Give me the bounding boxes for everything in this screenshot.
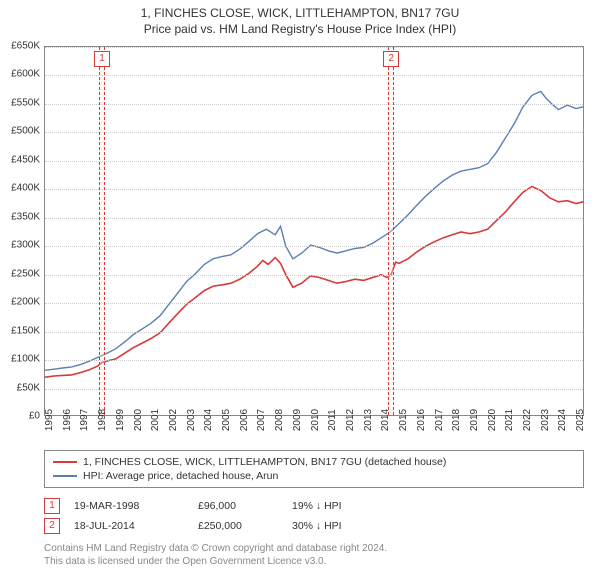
gridline xyxy=(45,75,583,76)
legend-and-footer: 1, FINCHES CLOSE, WICK, LITTLEHAMPTON, B… xyxy=(44,450,584,568)
x-tick-label: 2023 xyxy=(540,409,551,431)
x-tick-label: 2018 xyxy=(451,409,462,431)
y-tick-label: £250K xyxy=(11,268,40,279)
sale-marker-band xyxy=(388,47,394,415)
x-tick-label: 1995 xyxy=(44,409,55,431)
x-tick-label: 2015 xyxy=(398,409,409,431)
legend-label-property: 1, FINCHES CLOSE, WICK, LITTLEHAMPTON, B… xyxy=(83,456,446,468)
txn-pct: 19% ↓ HPI xyxy=(292,500,382,512)
title-block: 1, FINCHES CLOSE, WICK, LITTLEHAMPTON, B… xyxy=(0,0,600,36)
y-tick-label: £50K xyxy=(17,382,40,393)
x-tick-label: 2024 xyxy=(557,409,568,431)
gridline xyxy=(45,389,583,390)
x-tick-label: 2008 xyxy=(274,409,285,431)
x-tick-label: 2003 xyxy=(186,409,197,431)
footnote-line1: Contains HM Land Registry data © Crown c… xyxy=(44,542,584,555)
x-tick-label: 2011 xyxy=(327,409,338,431)
legend-row-property: 1, FINCHES CLOSE, WICK, LITTLEHAMPTON, B… xyxy=(53,455,575,469)
footnote: Contains HM Land Registry data © Crown c… xyxy=(44,542,584,568)
x-tick-label: 2010 xyxy=(310,409,321,431)
y-tick-label: £300K xyxy=(11,240,40,251)
y-tick-label: £150K xyxy=(11,325,40,336)
footnote-line2: This data is licensed under the Open Gov… xyxy=(44,555,584,568)
series-line-property xyxy=(45,187,583,378)
gridline xyxy=(45,332,583,333)
x-tick-label: 2001 xyxy=(150,409,161,431)
legend-box: 1, FINCHES CLOSE, WICK, LITTLEHAMPTON, B… xyxy=(44,450,584,488)
txn-date: 19-MAR-1998 xyxy=(74,500,184,512)
gridline xyxy=(45,360,583,361)
x-tick-label: 2016 xyxy=(416,409,427,431)
x-tick-label: 2002 xyxy=(168,409,179,431)
x-tick-label: 2019 xyxy=(469,409,480,431)
x-tick-label: 2014 xyxy=(380,409,391,431)
gridline xyxy=(45,161,583,162)
txn-marker-2: 2 xyxy=(44,518,60,534)
x-tick-label: 2022 xyxy=(522,409,533,431)
y-tick-label: £200K xyxy=(11,297,40,308)
sale-marker-label: 1 xyxy=(94,51,110,67)
txn-marker-1: 1 xyxy=(44,498,60,514)
x-tick-label: 2009 xyxy=(292,409,303,431)
gridline xyxy=(45,47,583,48)
x-tick-label: 2006 xyxy=(239,409,250,431)
x-tick-label: 1998 xyxy=(97,409,108,431)
table-row: 1 19-MAR-1998 £96,000 19% ↓ HPI xyxy=(44,496,584,516)
title-subtitle: Price paid vs. HM Land Registry's House … xyxy=(0,22,600,36)
legend-swatch-property xyxy=(53,461,77,463)
table-row: 2 18-JUL-2014 £250,000 30% ↓ HPI xyxy=(44,516,584,536)
chart-container: 1, FINCHES CLOSE, WICK, LITTLEHAMPTON, B… xyxy=(0,0,600,560)
plot-area: 12 xyxy=(44,46,584,416)
x-tick-label: 2025 xyxy=(575,409,586,431)
y-tick-label: £400K xyxy=(11,183,40,194)
gridline xyxy=(45,189,583,190)
gridline xyxy=(45,246,583,247)
x-tick-label: 2007 xyxy=(256,409,267,431)
txn-price: £250,000 xyxy=(198,520,278,532)
y-tick-label: £600K xyxy=(11,69,40,80)
gridline xyxy=(45,275,583,276)
x-tick-label: 2004 xyxy=(203,409,214,431)
gridline xyxy=(45,303,583,304)
legend-row-hpi: HPI: Average price, detached house, Arun xyxy=(53,469,575,483)
sale-marker-label: 2 xyxy=(383,51,399,67)
gridline xyxy=(45,132,583,133)
title-address: 1, FINCHES CLOSE, WICK, LITTLEHAMPTON, B… xyxy=(0,6,600,20)
y-tick-label: £450K xyxy=(11,154,40,165)
y-tick-label: £100K xyxy=(11,354,40,365)
sale-marker-band xyxy=(99,47,105,415)
txn-price: £96,000 xyxy=(198,500,278,512)
line-series-svg xyxy=(45,47,585,417)
y-tick-label: £550K xyxy=(11,97,40,108)
x-tick-label: 1996 xyxy=(62,409,73,431)
legend-label-hpi: HPI: Average price, detached house, Arun xyxy=(83,470,278,482)
x-tick-label: 1999 xyxy=(115,409,126,431)
x-tick-label: 2020 xyxy=(487,409,498,431)
x-tick-label: 1997 xyxy=(79,409,90,431)
x-tick-label: 2021 xyxy=(504,409,515,431)
legend-swatch-hpi xyxy=(53,475,77,477)
y-tick-label: £500K xyxy=(11,126,40,137)
y-tick-label: £650K xyxy=(11,41,40,52)
y-tick-label: £350K xyxy=(11,211,40,222)
gridline xyxy=(45,218,583,219)
transactions-table: 1 19-MAR-1998 £96,000 19% ↓ HPI 2 18-JUL… xyxy=(44,496,584,536)
x-tick-label: 2012 xyxy=(345,409,356,431)
x-tick-label: 2013 xyxy=(363,409,374,431)
gridline xyxy=(45,104,583,105)
txn-pct: 30% ↓ HPI xyxy=(292,520,382,532)
x-tick-label: 2000 xyxy=(133,409,144,431)
x-tick-label: 2017 xyxy=(434,409,445,431)
txn-date: 18-JUL-2014 xyxy=(74,520,184,532)
x-tick-label: 2005 xyxy=(221,409,232,431)
y-tick-label: £0 xyxy=(29,411,40,422)
